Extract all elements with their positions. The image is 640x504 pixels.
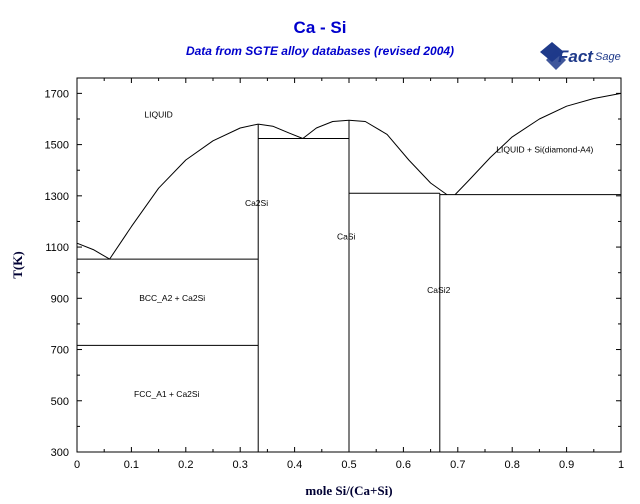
curve-liquidus-casi-right — [348, 119, 448, 196]
region-label: BCC_A2 + Ca2Si — [139, 293, 205, 303]
region-label: CaSi2 — [427, 285, 450, 295]
x-axis-ticks: 0 0.1 0.2 0.3 0.4 0.5 0.6 0.7 0.8 0.9 1 — [74, 78, 624, 471]
curve-liquidus-si-side — [454, 92, 622, 195]
y-axis-label: T(K) — [10, 251, 25, 278]
x-tick-label: 0.7 — [450, 459, 465, 471]
factsage-logo: Fact Sage — [540, 42, 621, 70]
x-tick-label: 0.8 — [505, 459, 520, 471]
y-tick-label: 500 — [51, 396, 69, 408]
region-label: FCC_A1 + Ca2Si — [134, 389, 200, 399]
chart-title: Ca - Si — [293, 18, 347, 37]
x-tick-label: 0.9 — [559, 459, 574, 471]
x-tick-label: 1 — [618, 459, 624, 471]
curve-liquidus-ca2si-left — [109, 123, 259, 260]
y-tick-label: 700 — [51, 345, 69, 357]
region-label: Ca2Si — [245, 198, 268, 208]
y-tick-label: 1100 — [45, 242, 69, 254]
region-label: LIQUID — [144, 110, 172, 120]
phase-region-labels: LIQUID LIQUID + Si(diamond-A4) Ca2Si CaSi Ca… — [134, 110, 594, 399]
y-tick-label: 1500 — [45, 140, 69, 152]
x-tick-label: 0.2 — [178, 459, 193, 471]
x-tick-label: 0.1 — [124, 459, 139, 471]
region-label: CaSi — [337, 231, 356, 241]
x-tick-label: 0 — [74, 459, 80, 471]
logo-main-text: Fact — [558, 47, 594, 66]
x-tick-label: 0.4 — [287, 459, 302, 471]
logo-sub-text: Sage — [595, 51, 621, 63]
phase-boundaries — [76, 92, 622, 452]
x-tick-label: 0.5 — [341, 459, 356, 471]
x-tick-label: 0.3 — [233, 459, 248, 471]
chart-subtitle: Data from SGTE alloy databases (revised … — [185, 44, 455, 58]
curve-liquidus-casi-left — [302, 119, 350, 139]
y-tick-label: 1700 — [45, 88, 69, 100]
curve-liquidus-ca2si-right — [258, 123, 303, 139]
region-label: LIQUID + Si(diamond-A4) — [496, 144, 593, 154]
y-tick-label: 300 — [51, 447, 69, 459]
y-tick-label: 900 — [51, 293, 69, 305]
y-tick-label: 1300 — [45, 191, 69, 203]
x-axis-label: mole Si/(Ca+Si) — [305, 483, 392, 498]
y-axis-ticks: 300 500 700 900 1100 1300 1500 1700 — [45, 88, 621, 459]
x-tick-label: 0.6 — [396, 459, 411, 471]
curve-liquidus-ca-side — [76, 242, 110, 260]
